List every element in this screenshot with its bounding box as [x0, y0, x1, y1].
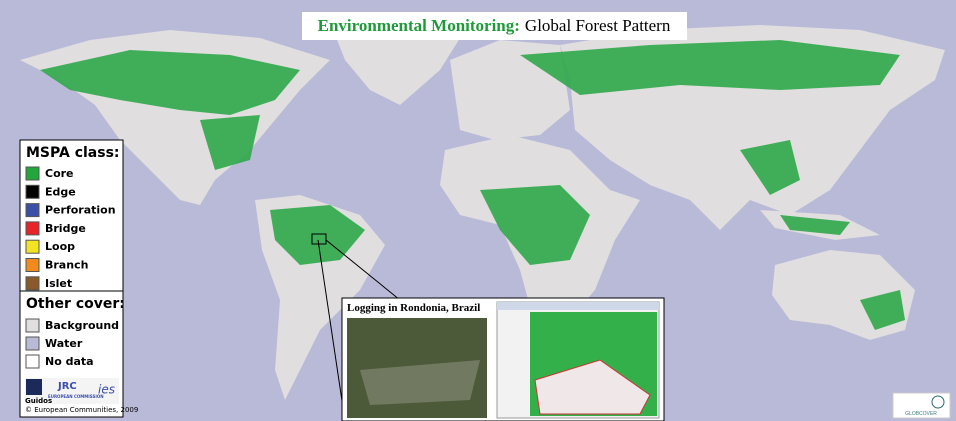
badge-text: GLOBCOVER	[905, 411, 937, 417]
copyright: © European Communities, 2009	[25, 406, 138, 414]
map-title: Environmental Monitoring: Global Forest P…	[318, 16, 671, 35]
title-highlight: Environmental Monitoring:	[318, 16, 520, 35]
legend-swatch	[26, 277, 39, 290]
logo-jrc: JRC	[57, 381, 77, 392]
legend-label: Background	[45, 319, 119, 332]
legend-swatch	[26, 337, 39, 350]
legend-swatch	[26, 185, 39, 198]
legend-title: MSPA class:	[26, 145, 120, 161]
inset: Logging in Rondonia, Brazil	[342, 298, 664, 421]
inset-title: Logging in Rondonia, Brazil	[347, 302, 480, 314]
title-rest: Global Forest Pattern	[525, 16, 671, 35]
legend-swatch	[26, 204, 39, 217]
legend-label: Bridge	[45, 222, 86, 235]
legend-label: No data	[45, 355, 94, 368]
legend-swatch	[26, 222, 39, 235]
legend-label: Water	[45, 337, 83, 350]
legend-label: Core	[45, 167, 74, 180]
legend-label: Perforation	[45, 204, 116, 217]
legend-swatch	[26, 259, 39, 272]
legend-swatch	[26, 355, 39, 368]
legend-title: Other cover:	[26, 296, 125, 312]
legend: MSPA class: Other cover: Guidos JRC EURO…	[20, 140, 138, 417]
legend-label: Islet	[45, 277, 72, 290]
legend-swatch	[26, 167, 39, 180]
logo-ec: EUROPEAN COMMISSION	[48, 394, 104, 399]
legend-swatch	[26, 319, 39, 332]
legend-label: Branch	[45, 259, 88, 272]
window-bar	[497, 302, 659, 310]
world-forest-map: Environmental Monitoring: Global Forest P…	[0, 0, 956, 421]
logo-ies: ies	[98, 383, 115, 397]
legend-swatch	[26, 240, 39, 253]
legend-label: Edge	[45, 185, 76, 198]
legend-label: Loop	[45, 240, 75, 253]
guidos-logo	[26, 379, 42, 395]
